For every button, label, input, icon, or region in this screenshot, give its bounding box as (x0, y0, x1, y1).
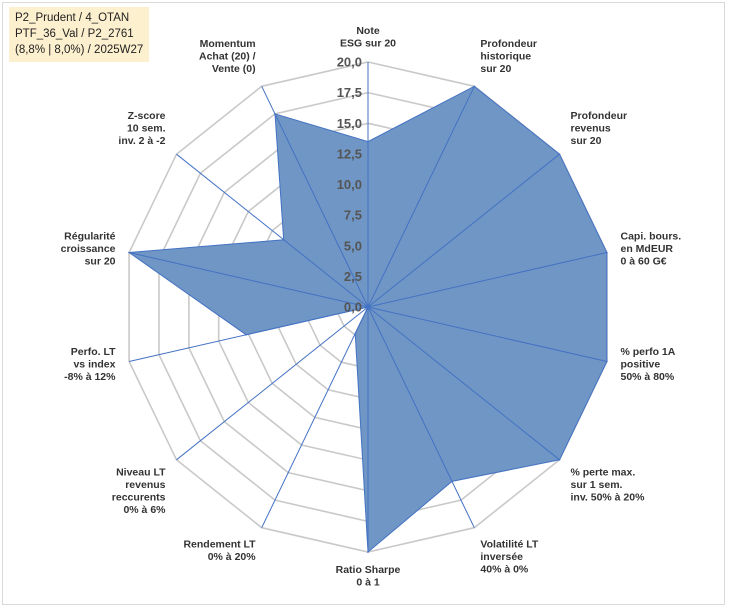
tick-label: 12,5 (337, 146, 362, 161)
tick-label: 20,0 (337, 55, 362, 70)
spoke-9 (176, 306, 369, 461)
tick-label: 7,5 (344, 208, 362, 223)
axis-label: % perfo 1A positive 50% à 80% (621, 346, 676, 383)
spokes (128, 62, 608, 552)
spoke-6 (367, 306, 475, 528)
spoke-3 (367, 252, 608, 308)
info-line-3: (8,8% | 8,0%) / 2025W27 (15, 44, 144, 56)
info-line-1: P2_Prudent / 4_OTAN (15, 12, 130, 24)
axis-label: Ratio Sharpe 0 à 1 (336, 564, 401, 589)
spoke-10 (128, 306, 369, 362)
tick-label: 2,5 (344, 269, 362, 284)
tick-label: 0,0 (344, 300, 362, 315)
axis-label: Perfo. LT vs index -8% à 12% (64, 346, 116, 383)
axis-label: Z-score 10 sem. inv. 2 à -2 (118, 110, 165, 147)
tick-label: 10,0 (337, 177, 362, 192)
spoke-4 (367, 306, 608, 362)
axis-label: Rendement LT 0% à 20% (183, 538, 256, 563)
axis-label: Profondeur revenus sur 20 (571, 110, 628, 147)
info-line-2: PTF_36_Val / P2_2761 (15, 28, 134, 40)
spoke-2 (367, 153, 560, 308)
spoke-11 (128, 252, 369, 308)
axis-label: Note ESG sur 20 (340, 25, 396, 50)
axis-label: Capi. bours. en MdEUR 0 à 60 G€ (621, 231, 682, 268)
axis-label: Régularité croissance sur 20 (61, 231, 116, 268)
spoke-13 (261, 86, 369, 308)
tick-label: 5,0 (344, 238, 362, 253)
axis-label: Momentum Achat (20) / Vente (0) (199, 38, 256, 75)
tick-labels: 0,0 2,5 5,0 7,5 10,0 12,5 15,0 17,5 20,0 (337, 55, 362, 315)
axis-label: Profondeur historique sur 20 (480, 38, 537, 75)
axis-label: % perte max. sur 1 sem. inv. 50% à 20% (571, 467, 646, 504)
axis-label: Volatilité LT inversée 40% à 0% (480, 538, 539, 575)
spoke-8 (261, 306, 369, 528)
tick-label: 15,0 (337, 116, 362, 131)
spoke-5 (367, 306, 560, 461)
axis-labels: Note ESG sur 20 Profondeur historique sur 20… (61, 25, 682, 589)
axis-label: Niveau LT revenus reccurents 0% à 6% (112, 467, 166, 517)
spoke-1 (367, 86, 475, 308)
info-box: P2_Prudent / 4_OTAN PTF_36_Val / P2_2761… (9, 7, 150, 62)
tick-label: 17,5 (337, 85, 362, 100)
spoke-12 (176, 153, 369, 308)
